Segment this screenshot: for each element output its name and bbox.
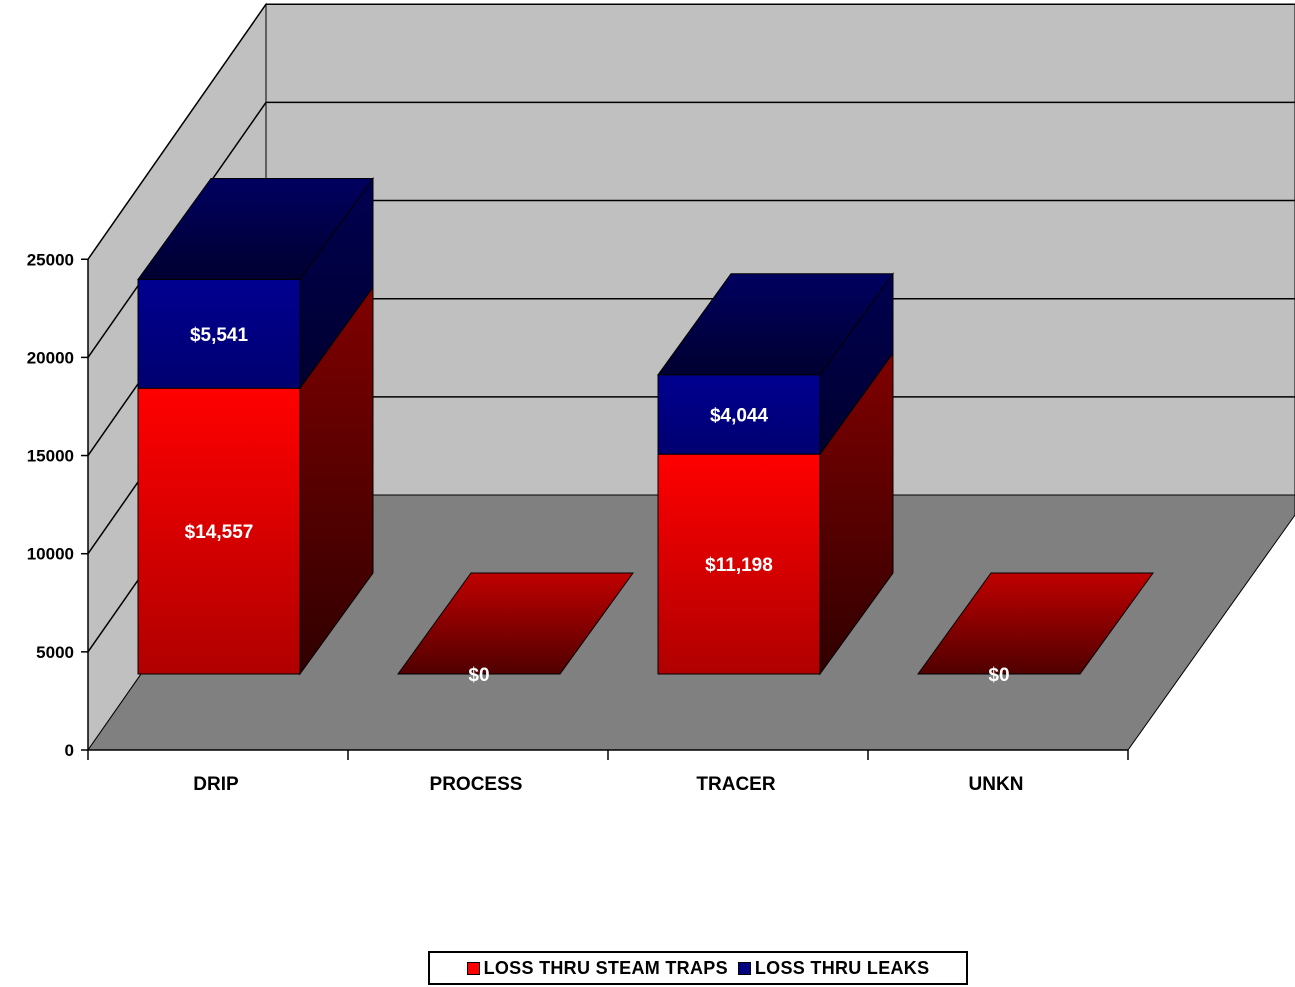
bar-segment-tracer-series-0 xyxy=(657,453,821,675)
y-tick-label: 25000 xyxy=(27,250,74,269)
bar-segment-drip-series-0 xyxy=(137,387,301,675)
data-label: $11,198 xyxy=(705,555,773,576)
x-category-label: TRACER xyxy=(696,774,775,795)
bar-unkn xyxy=(917,572,1154,675)
data-label: $0 xyxy=(468,665,489,686)
y-tick-label: 15000 xyxy=(27,447,74,466)
legend-label-leaks: LOSS THRU LEAKS xyxy=(754,957,930,978)
legend-swatch-leaks xyxy=(737,961,751,975)
bar-drip xyxy=(137,176,374,676)
y-tick-label: 5000 xyxy=(36,643,74,662)
bar-top-unkn xyxy=(917,572,1154,675)
bar-top-tracer xyxy=(657,273,894,376)
x-category-label: DRIP xyxy=(193,774,239,795)
legend-entry-leaks: LOSS THRU LEAKS xyxy=(737,957,930,979)
legend-entry-steam-traps: LOSS THRU STEAM TRAPS xyxy=(466,957,728,979)
y-tick-label: 20000 xyxy=(27,348,74,367)
bar-process xyxy=(397,572,634,675)
y-tick-label: 10000 xyxy=(27,545,74,564)
x-category-label: PROCESS xyxy=(430,774,523,795)
bar-segment-tracer-series-1 xyxy=(657,374,821,455)
data-label: $14,557 xyxy=(185,522,254,543)
legend-label-steam-traps: LOSS THRU STEAM TRAPS xyxy=(483,957,728,978)
data-label: $0 xyxy=(988,665,1009,686)
legend: LOSS THRU STEAM TRAPS LOSS THRU LEAKS xyxy=(428,951,968,985)
bar-top-process xyxy=(397,572,634,675)
data-label: $4,044 xyxy=(710,405,769,426)
legend-swatch-steam-traps xyxy=(466,961,480,975)
bar-top-drip xyxy=(137,177,374,280)
data-label: $5,541 xyxy=(190,325,249,346)
bar-tracer xyxy=(657,272,894,676)
x-category-label: UNKN xyxy=(969,774,1024,795)
y-tick-label: 0 xyxy=(65,741,74,760)
gridline-25000 xyxy=(87,3,1295,260)
